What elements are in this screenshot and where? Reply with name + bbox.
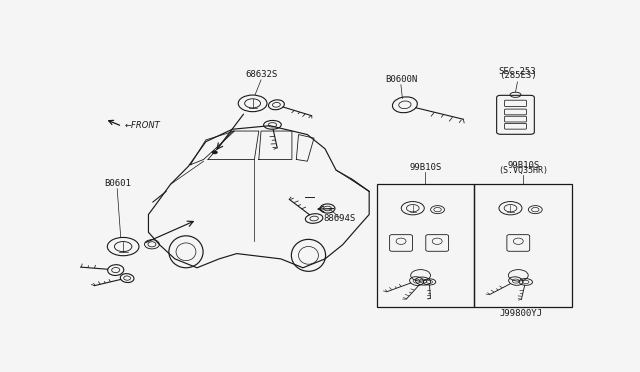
Text: SEC.253: SEC.253 <box>499 67 536 76</box>
Text: ←FRONT: ←FRONT <box>125 121 161 130</box>
Text: 88694S: 88694S <box>323 214 356 223</box>
Text: B0600N: B0600N <box>385 75 417 84</box>
Bar <box>474 183 572 307</box>
Text: J99800YJ: J99800YJ <box>500 309 543 318</box>
Text: (S.VQ35HR): (S.VQ35HR) <box>498 166 548 175</box>
Text: 99B10S: 99B10S <box>410 163 442 172</box>
Circle shape <box>212 151 218 154</box>
Bar <box>376 183 474 307</box>
Text: 99B10S: 99B10S <box>507 161 540 170</box>
Text: B0601: B0601 <box>104 179 131 187</box>
Text: 68632S: 68632S <box>245 70 277 79</box>
Text: (285E3): (285E3) <box>499 71 536 80</box>
